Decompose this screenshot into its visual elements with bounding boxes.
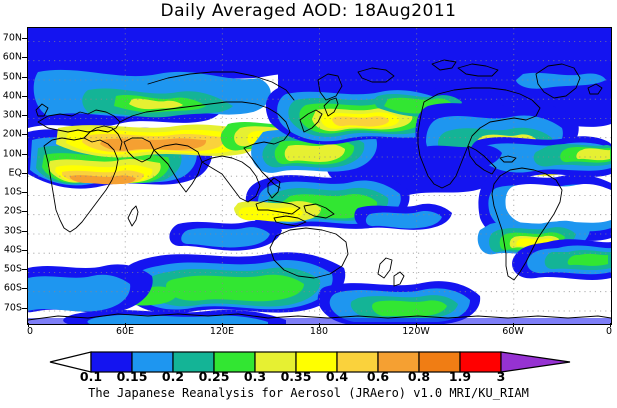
figure-caption: The Japanese Reanalysis for Aerosol (JRA… <box>88 386 529 400</box>
colorbar-tick-label: 0.1 <box>79 369 103 384</box>
y-tick-label: 10N <box>2 148 22 159</box>
colorbar-tick-label: 0.25 <box>198 369 230 384</box>
colorbar-tick-label: 0.15 <box>116 369 148 384</box>
x-tick-label: 0 <box>605 326 613 337</box>
x-tick-label: 120E <box>209 326 235 337</box>
colorbar-tick-label: 0.8 <box>407 369 431 384</box>
x-tick-label: 60E <box>115 326 135 337</box>
colorbar-tick-label: 0.3 <box>243 369 267 384</box>
y-tick-label: 10S <box>3 186 22 198</box>
aod-colorbar <box>0 350 617 374</box>
colorbar-over-arrow <box>500 351 571 373</box>
y-tick-label: 40S <box>3 244 22 256</box>
y-tick-label: 50S <box>3 263 22 275</box>
y-axis-labels: 70N 60N 50N 40N 30N 20N 10N EQ 10S 20S 3… <box>0 0 25 408</box>
map-plot-area <box>27 27 612 325</box>
colorbar-tick-label: 0.6 <box>366 369 390 384</box>
y-tick-label: 70S <box>3 302 22 313</box>
colorbar-tick-label: 0.35 <box>280 369 312 384</box>
colorbar-tick-label: 0.2 <box>161 369 185 384</box>
colorbar-tick-label: 0.4 <box>325 369 349 384</box>
colorbar-tick-labels: 0.1 0.15 0.2 0.25 0.3 0.35 0.4 0.6 0.8 1… <box>0 369 617 385</box>
y-tick-label: EQ <box>8 167 22 179</box>
y-tick-label: 30N <box>2 109 22 121</box>
aod-field-raster <box>28 28 611 324</box>
y-tick-label: 20N <box>2 128 22 140</box>
y-tick-label: 60S <box>3 282 22 294</box>
y-tick-label: 30S <box>3 225 22 236</box>
colorbar-tick-label: 3 <box>496 369 506 384</box>
x-tick-label: 180 <box>309 326 329 337</box>
colorbar-tick-label: 1.9 <box>448 369 472 384</box>
x-tick-label: 0 <box>26 326 34 337</box>
figure-title: Daily Averaged AOD: 18Aug2011 <box>160 1 457 21</box>
x-tick-label: 60W <box>502 326 524 337</box>
y-tick-label: 60N <box>2 51 22 63</box>
y-tick-label: 70N <box>2 32 22 44</box>
y-tick-label: 50N <box>2 71 22 82</box>
y-tick-label: 40N <box>2 90 22 102</box>
x-axis-labels: 0 60E 120E 180 120W 60W 0 <box>0 326 617 342</box>
x-tick-label: 120W <box>402 326 430 337</box>
y-tick-label: 20S <box>3 205 22 217</box>
